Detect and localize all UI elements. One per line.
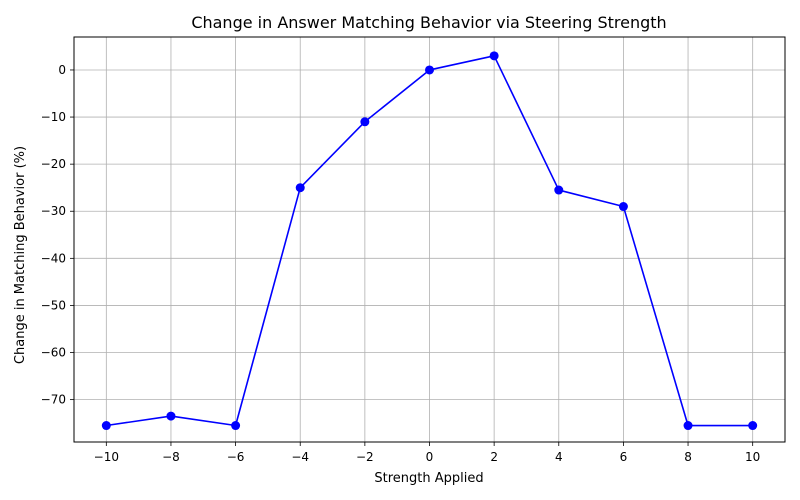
data-point — [748, 421, 758, 431]
data-point — [554, 185, 564, 195]
data-point — [489, 51, 499, 61]
x-tick-label: 0 — [426, 450, 434, 464]
y-tick-label: −50 — [41, 298, 66, 312]
x-tick-label: −6 — [227, 450, 245, 464]
x-tick-label: 8 — [684, 450, 692, 464]
x-tick-label: 6 — [620, 450, 628, 464]
data-point — [166, 411, 176, 421]
data-point — [425, 65, 434, 75]
x-tick-label: −8 — [162, 450, 180, 464]
data-point — [231, 421, 241, 431]
y-tick-label: −30 — [41, 204, 66, 218]
y-tick-label: 0 — [58, 63, 66, 77]
data-point — [683, 421, 693, 431]
x-tick-label: −2 — [356, 450, 374, 464]
x-tick-label: 2 — [490, 450, 498, 464]
data-point — [101, 421, 111, 431]
y-tick-label: −10 — [41, 110, 66, 124]
x-axis-ticks: −10 −8 −6 −4 −2 0 2 4 6 8 10 — [94, 442, 760, 464]
x-tick-label: −10 — [94, 450, 119, 464]
x-tick-label: 10 — [745, 450, 760, 464]
x-tick-label: 4 — [555, 450, 563, 464]
chart-title: Change in Answer Matching Behavior via S… — [191, 13, 666, 32]
y-tick-label: −40 — [41, 251, 66, 265]
x-axis-label: Strength Applied — [374, 471, 483, 486]
y-tick-label: −60 — [41, 346, 66, 360]
y-axis-label: Change in Matching Behavior (%) — [13, 146, 28, 364]
grid — [74, 37, 785, 442]
data-point — [360, 117, 370, 127]
y-tick-label: −20 — [41, 157, 66, 171]
data-point — [295, 183, 305, 193]
y-tick-label: −70 — [41, 393, 66, 407]
y-axis-ticks: −70 −60 −50 −40 −30 −20 −10 0 — [41, 63, 74, 407]
data-points — [101, 51, 758, 431]
data-point — [618, 202, 628, 212]
x-tick-label: −4 — [291, 450, 309, 464]
